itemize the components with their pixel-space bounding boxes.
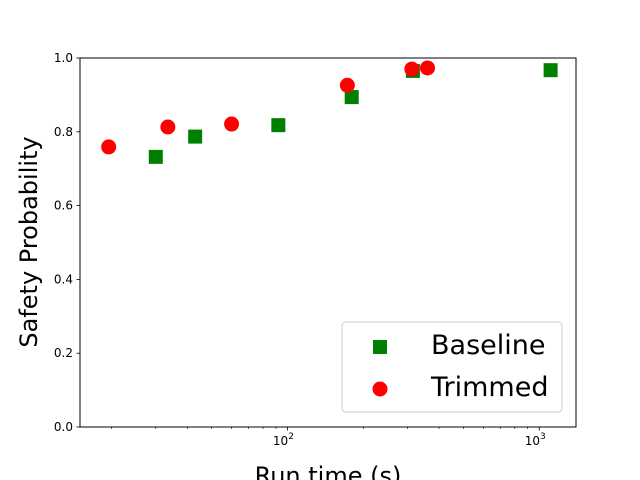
point-trimmed <box>419 60 435 76</box>
point-trimmed <box>339 77 355 93</box>
legend-marker-baseline <box>373 340 387 354</box>
x-axis-label: Run time (s) <box>255 462 402 480</box>
point-baseline <box>271 118 286 133</box>
y-tick-label: 0.0 <box>54 420 73 434</box>
y-tick-label: 0.8 <box>54 125 73 139</box>
x-tick-label: 102 <box>273 432 294 448</box>
point-baseline <box>344 90 359 105</box>
point-baseline <box>148 149 163 164</box>
point-trimmed <box>101 139 117 155</box>
point-trimmed <box>160 119 176 135</box>
x-tick-label: 103 <box>525 432 546 448</box>
legend-marker-trimmed <box>372 381 388 397</box>
legend: Baseline Trimmed <box>341 321 563 413</box>
point-trimmed <box>224 116 240 132</box>
legend-label-trimmed: Trimmed <box>430 372 548 403</box>
plot-frame <box>79 57 577 428</box>
y-tick-label: 0.6 <box>54 199 73 213</box>
ticks-layer: 0.0 0.2 0.4 0.6 0.8 1.0 102 103 <box>54 51 546 448</box>
y-tick-label: 1.0 <box>54 51 73 65</box>
points-layer <box>101 60 558 164</box>
point-trimmed <box>404 61 420 77</box>
legend-label-baseline: Baseline <box>431 330 545 361</box>
point-baseline <box>543 63 558 78</box>
y-tick-label: 0.4 <box>54 272 73 286</box>
y-tick-label: 0.2 <box>54 346 73 360</box>
point-baseline <box>188 129 203 144</box>
y-axis-label: Safety Probability <box>15 136 43 347</box>
legend-box <box>341 321 563 413</box>
